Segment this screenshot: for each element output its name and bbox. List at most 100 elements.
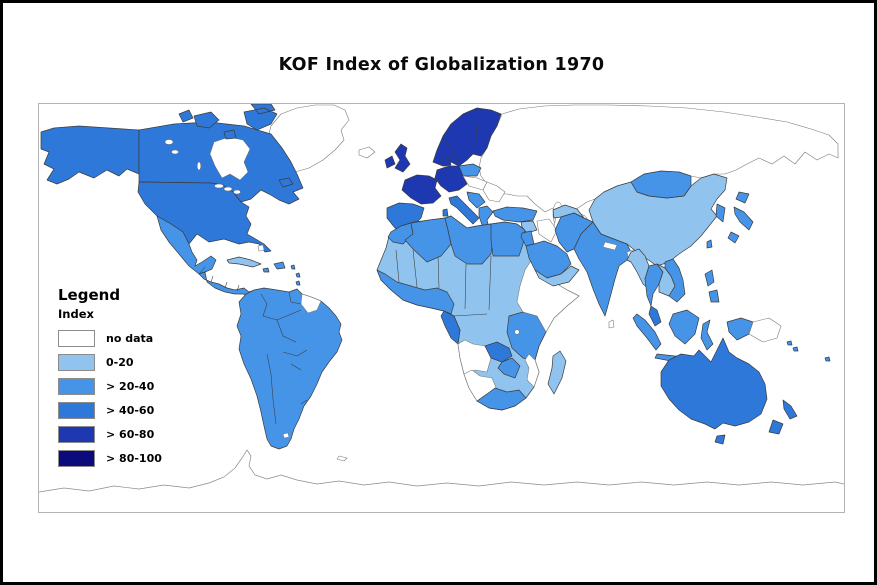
region-syria	[520, 220, 538, 234]
region-arctic-islands	[178, 104, 278, 140]
region-gabon-congo	[440, 310, 461, 345]
region-malay-peninsula	[648, 305, 662, 327]
legend-row-20-40: > 20-40	[58, 377, 162, 395]
region-solomon-islands	[786, 340, 799, 352]
great-lakes	[214, 183, 224, 189]
legend-label: no data	[106, 331, 154, 345]
region-zimbabwe	[497, 357, 521, 379]
region-poland	[458, 163, 482, 177]
region-bahamas	[257, 244, 265, 252]
region-turkey	[492, 206, 538, 223]
region-philippines	[704, 269, 720, 303]
region-greece	[478, 205, 494, 229]
legend-swatch-no-data	[58, 329, 95, 347]
region-uk	[394, 143, 411, 173]
legend: Legend Index no data 0-20 > 20-40 > 40-6…	[58, 286, 162, 473]
legend-label: > 80-100	[106, 451, 162, 465]
legend-row-0-20: 0-20	[58, 353, 162, 371]
region-cuba	[226, 256, 262, 268]
legend-swatch-40-60	[58, 401, 95, 419]
scandinavia-borders	[442, 123, 478, 163]
region-sardinia	[442, 208, 449, 217]
region-madagascar	[547, 350, 567, 395]
hudson-bay	[209, 136, 251, 181]
region-ussr	[478, 104, 839, 215]
antarctica-coastline	[39, 449, 844, 493]
region-mexico	[156, 215, 217, 275]
region-greenland	[266, 104, 350, 173]
legend-label: > 40-60	[106, 403, 155, 417]
region-sumatra	[632, 313, 662, 351]
region-iceland	[358, 146, 376, 159]
map-frame	[38, 103, 845, 513]
lake-winnipeg	[196, 161, 202, 171]
region-falklands	[282, 432, 290, 439]
legend-label: > 20-40	[106, 379, 155, 393]
region-south-america	[236, 287, 343, 450]
legend-subtitle: Index	[58, 307, 94, 321]
region-alaska	[40, 125, 140, 185]
region-tasmania	[714, 434, 726, 445]
region-fiji	[824, 356, 831, 362]
lake-victoria	[514, 329, 520, 335]
region-new-zealand	[768, 399, 798, 435]
legend-swatch-20-40	[58, 377, 95, 395]
region-denmark	[442, 157, 452, 167]
region-france	[401, 174, 442, 205]
region-central-america	[198, 271, 256, 297]
region-australia	[660, 337, 768, 430]
region-taiwan	[706, 239, 713, 249]
region-korea	[715, 203, 726, 223]
great-bear-lake	[164, 139, 174, 145]
legend-row-60-80: > 60-80	[58, 425, 162, 443]
legend-label: > 60-80	[106, 427, 155, 441]
region-central-europe	[434, 165, 468, 193]
legend-rows: no data 0-20 > 20-40 > 40-60 > 60-80 > 8…	[58, 329, 162, 467]
region-zambia	[484, 341, 513, 363]
region-vietnam	[664, 258, 686, 303]
region-papua-new-guinea	[748, 317, 782, 343]
region-japan	[727, 191, 754, 244]
legend-swatch-60-80	[58, 425, 95, 443]
region-egypt	[490, 221, 526, 257]
region-west-papua	[726, 317, 754, 341]
great-slave-lake	[171, 149, 179, 155]
region-algeria	[404, 217, 452, 263]
region-borneo	[668, 309, 700, 345]
central-america-borders	[198, 266, 240, 292]
region-lesser-antilles	[290, 264, 301, 286]
region-saudi-arabia	[525, 240, 572, 279]
region-mozambique	[524, 353, 540, 388]
world-map	[39, 104, 844, 493]
region-hispaniola	[273, 261, 286, 270]
legend-swatch-0-20	[58, 353, 95, 371]
legend-swatch-80-100	[58, 449, 95, 467]
region-iraq	[536, 218, 558, 243]
legend-title: Legend	[58, 286, 121, 304]
region-angola	[457, 339, 492, 375]
region-guyanas	[300, 293, 322, 314]
legend-label: 0-20	[106, 355, 134, 369]
region-ireland	[384, 155, 396, 169]
region-romania-bulgaria	[482, 181, 506, 203]
region-sri-lanka	[608, 319, 615, 329]
region-yugoslavia	[466, 191, 486, 209]
sahel-borders	[395, 249, 492, 317]
region-yemen-oman	[534, 265, 580, 287]
great-lakes	[233, 189, 241, 195]
page-title: KOF Index of Globalization 1970	[278, 55, 605, 75]
region-nepal	[602, 241, 618, 251]
region-italy	[448, 195, 480, 225]
legend-row-80-100: > 80-100	[58, 449, 162, 467]
south-america-borders	[260, 291, 308, 425]
region-sulawesi	[700, 319, 714, 351]
region-mongolia	[630, 170, 692, 199]
region-south-africa	[476, 387, 527, 411]
great-lakes	[223, 186, 233, 192]
region-south-georgia	[336, 455, 348, 462]
region-scandinavia	[432, 107, 502, 167]
region-jamaica	[262, 267, 270, 273]
legend-row-40-60: > 40-60	[58, 401, 162, 419]
legend-row-no-data: no data	[58, 329, 162, 347]
